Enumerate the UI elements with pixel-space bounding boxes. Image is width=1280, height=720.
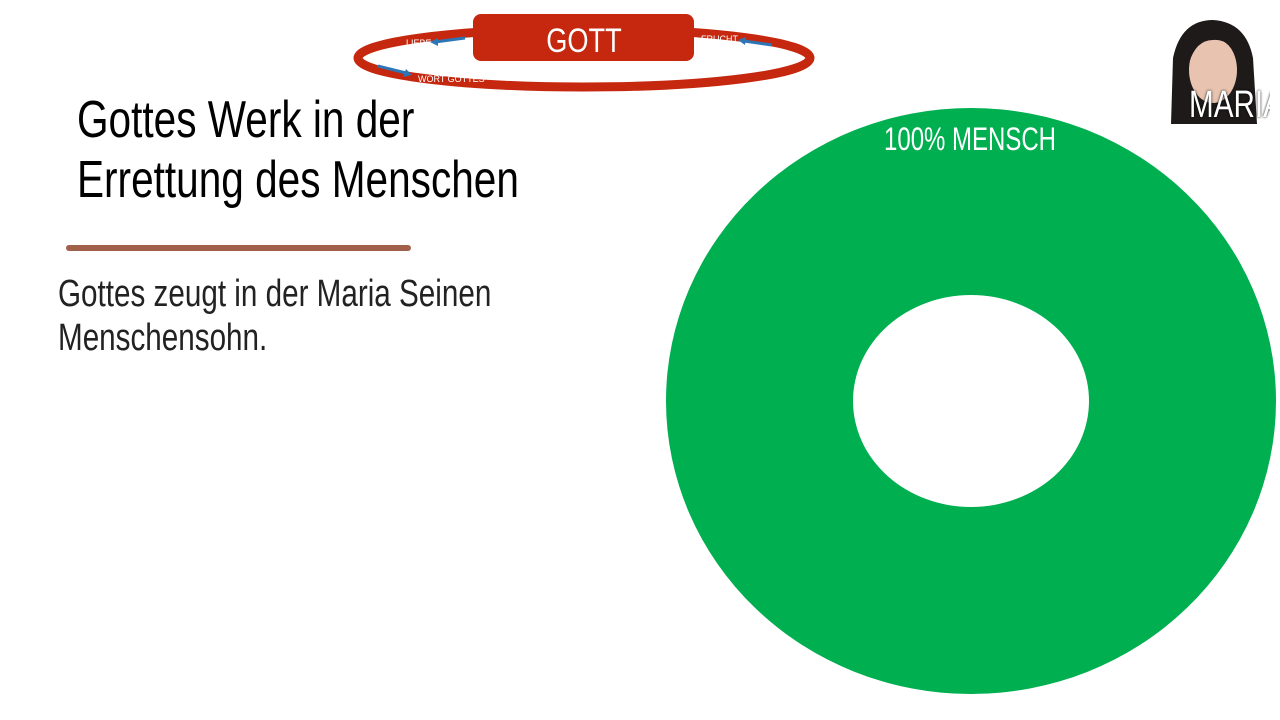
donut-ring-mensch: [666, 108, 1276, 694]
body-text: Gottes zeugt in der Maria Seinen Mensche…: [58, 272, 491, 360]
divider: [66, 245, 411, 251]
gott-label: GOTT: [546, 21, 622, 60]
body-line-1: Gottes zeugt in der Maria Seinen: [58, 273, 492, 315]
arrow-left-head-icon: [430, 38, 438, 46]
arrow-left-icon: [434, 36, 466, 44]
donut-label: 100% MENSCH: [884, 121, 1056, 157]
body-line-2: Menschensohn.: [58, 317, 268, 359]
gott-box: [473, 14, 694, 61]
wort-gottes-label: WORT GOTTES: [418, 74, 485, 84]
title-line-2: Errettung des Menschen: [77, 151, 519, 209]
portrait-label: MARIA: [1189, 84, 1270, 124]
arrow-bottom-icon: [377, 64, 407, 75]
liebe-label: LIEBE: [406, 38, 432, 48]
frucht-label: FRUCHT: [701, 34, 738, 44]
title-line-1: Gottes Werk in der: [77, 91, 415, 149]
arrow-right-head-icon: [738, 37, 746, 45]
maria-portrait: MARIA: [1151, 18, 1270, 124]
arrow-right-to-left-icon: [743, 39, 773, 47]
gott-cycle-diagram: GOTT LIEBE FRUCHT WORT GOTTES: [353, 14, 815, 92]
donut-chart: 100% MENSCH: [666, 108, 1276, 694]
page-title: Gottes Werk in der Errettung des Mensche…: [77, 90, 519, 210]
woman-portrait-icon: [1151, 18, 1270, 124]
arrow-bottom-head-icon: [403, 69, 412, 77]
